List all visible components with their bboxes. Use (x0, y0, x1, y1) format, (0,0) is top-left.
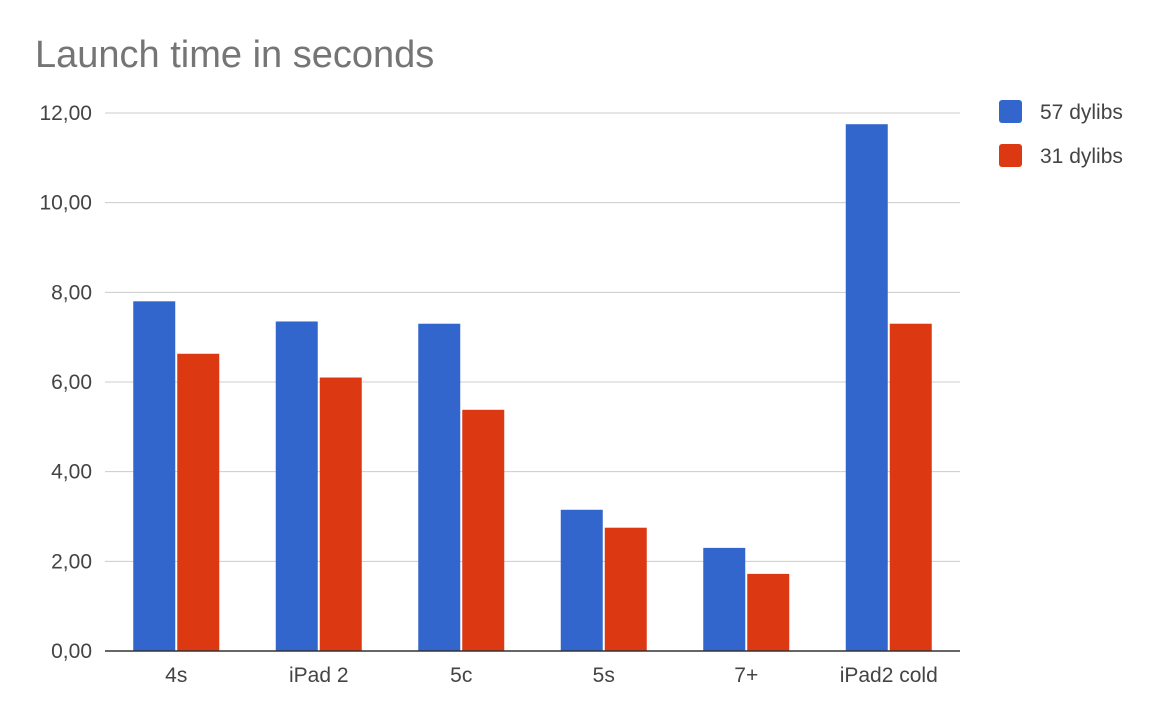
bar-31-dylibs-5c[interactable] (462, 409, 505, 651)
y-tick-label: 2,00 (51, 550, 92, 573)
x-tick-label: iPad2 cold (840, 664, 938, 687)
y-tick-label: 0,00 (51, 640, 92, 663)
bar-57-dylibs-7+[interactable] (703, 547, 746, 651)
legend-item-57-dylibs[interactable]: 57 dylibs (999, 100, 1123, 124)
axes: 0,00 2,00 4,00 6,00 8,00 10,00 12,00 4s iPad 2 5c… (39, 102, 960, 687)
legend-item-31-dylibs[interactable]: 31 dylibs (999, 144, 1123, 168)
legend-swatch (999, 144, 1022, 167)
y-tick-label: 4,00 (51, 461, 92, 484)
bar-57-dylibs-5c[interactable] (418, 323, 461, 651)
bars (133, 124, 932, 652)
bar-31-dylibs-iPad2-cold[interactable] (889, 323, 932, 651)
bar-31-dylibs-4s[interactable] (177, 353, 220, 651)
legend-label: 31 dylibs (1040, 145, 1123, 168)
legend[interactable]: 57 dylibs 31 dylibs (999, 100, 1123, 168)
bar-31-dylibs-7+[interactable] (747, 573, 790, 651)
bar-31-dylibs-5s[interactable] (604, 527, 647, 651)
y-tick-label: 10,00 (39, 192, 92, 215)
legend-label: 57 dylibs (1040, 101, 1123, 124)
bar-57-dylibs-5s[interactable] (560, 509, 603, 651)
x-tick-label: 5c (450, 664, 472, 687)
x-tick-label: 4s (165, 664, 187, 687)
chart-title: Launch time in seconds (35, 34, 434, 76)
gridlines (105, 112, 960, 562)
x-tick-label: 7+ (734, 664, 758, 687)
y-tick-label: 12,00 (39, 102, 92, 125)
bar-57-dylibs-4s[interactable] (133, 301, 176, 651)
legend-swatch (999, 100, 1022, 123)
bar-57-dylibs-iPad-2[interactable] (275, 321, 318, 651)
bar-57-dylibs-iPad2-cold[interactable] (845, 124, 888, 652)
x-tick-label: 5s (593, 664, 615, 687)
y-tick-label: 8,00 (51, 281, 92, 304)
bar-31-dylibs-iPad-2[interactable] (319, 377, 362, 651)
y-tick-label: 6,00 (51, 371, 92, 394)
x-tick-label: iPad 2 (289, 664, 349, 687)
